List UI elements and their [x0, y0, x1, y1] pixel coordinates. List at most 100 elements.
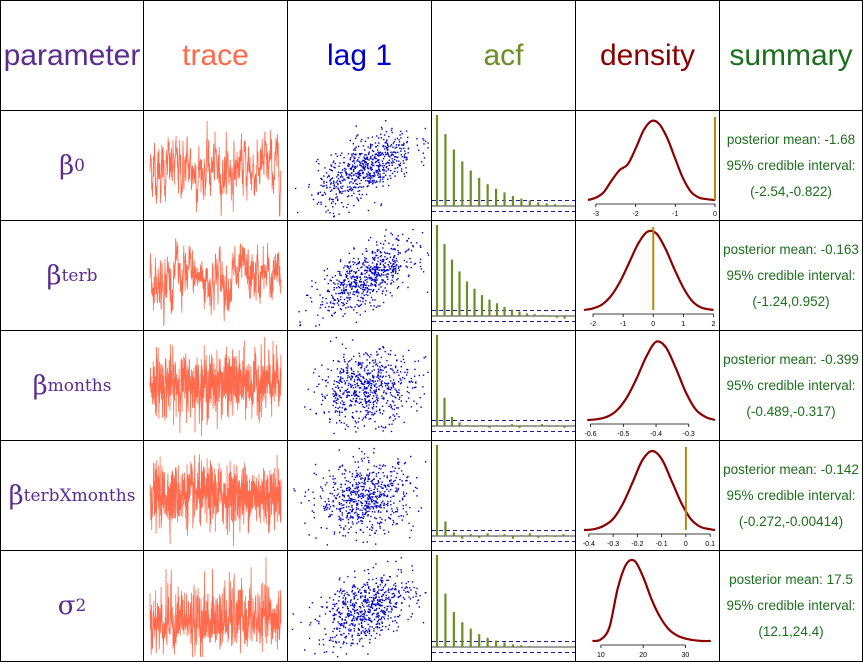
lag-point: [379, 173, 381, 175]
lag-point: [427, 142, 429, 144]
lag-point: [372, 578, 374, 581]
lag-point: [329, 179, 332, 181]
lag-point: [338, 213, 340, 215]
lag-point: [365, 293, 367, 296]
lag-point: [369, 166, 372, 168]
lag-point: [334, 603, 336, 606]
lag-point: [338, 630, 341, 632]
lag-point: [370, 283, 373, 285]
lag-point: [326, 508, 328, 511]
lag-point: [325, 379, 328, 381]
lag-point: [373, 201, 376, 204]
lag-point: [365, 599, 368, 602]
lag-point: [344, 636, 346, 639]
lag-point: [384, 519, 386, 521]
lag-point: [339, 509, 341, 511]
lag-point: [377, 619, 380, 622]
lag-point: [367, 266, 369, 269]
lag-point: [374, 495, 377, 498]
lag-point: [390, 389, 392, 391]
lag-point: [387, 400, 389, 402]
lag-point: [378, 607, 380, 609]
lag-point: [308, 183, 310, 186]
lag-point: [299, 324, 302, 326]
lag-point: [319, 495, 322, 497]
lag-point: [358, 517, 360, 519]
lag-point: [371, 277, 373, 280]
lag-point: [379, 584, 382, 586]
lag-point: [392, 276, 394, 279]
lag-point: [347, 361, 350, 363]
lag-point: [359, 592, 362, 594]
lag-point: [372, 267, 374, 269]
lag-point: [341, 592, 343, 594]
lag-point: [360, 380, 362, 382]
lag-point: [405, 582, 407, 585]
lag-point: [376, 244, 378, 246]
lag-point: [348, 495, 350, 497]
lag-point: [353, 247, 355, 249]
lag-point: [377, 397, 379, 399]
lag-point: [396, 511, 398, 513]
lag-point: [369, 168, 372, 170]
lag-point: [351, 473, 354, 475]
lag-point: [397, 156, 399, 158]
lag-point: [332, 200, 334, 203]
lag-point: [377, 144, 379, 147]
lag-point: [383, 155, 386, 158]
lag-point: [298, 311, 300, 313]
lag-point: [343, 298, 346, 301]
lag-point: [321, 194, 323, 196]
lag-point: [369, 269, 371, 271]
lag-point: [381, 169, 384, 171]
lag-point: [338, 468, 340, 471]
lag-point: [354, 186, 357, 189]
lag-point: [393, 263, 395, 265]
lag-point: [344, 383, 346, 385]
lag-point: [408, 237, 410, 240]
lag-point: [329, 418, 331, 420]
lag-point: [357, 198, 359, 200]
lag-point: [387, 269, 390, 271]
lag-point: [325, 505, 327, 508]
density-panel-sigma2: 10 20 30: [576, 551, 720, 662]
lag-point: [335, 392, 337, 394]
lag-point: [346, 372, 349, 374]
lag-point: [381, 279, 383, 281]
lag-point: [329, 301, 332, 303]
lag-point: [403, 259, 406, 262]
lag-point: [350, 498, 352, 500]
lag-point: [371, 150, 374, 152]
density-tick-label: 20: [639, 652, 647, 659]
lag-point: [358, 262, 361, 264]
lag-point: [375, 277, 378, 279]
lag-point: [345, 501, 348, 504]
lag-point: [364, 406, 366, 409]
lag-point: [356, 289, 359, 291]
lag-point: [355, 154, 357, 156]
lag-point: [397, 253, 399, 256]
lag-point: [372, 279, 375, 281]
lag-point: [341, 464, 344, 466]
lag-point: [353, 491, 355, 493]
lag-point: [326, 274, 328, 277]
lag-point: [369, 401, 372, 404]
lag-point: [357, 200, 360, 202]
lag-point: [351, 415, 353, 418]
lag-point: [363, 289, 365, 291]
lag-point: [404, 251, 406, 253]
lag-point: [397, 407, 399, 409]
lag-point: [366, 291, 368, 293]
lag-point: [369, 520, 371, 523]
lag-point: [408, 380, 410, 383]
lag-point: [383, 391, 385, 394]
lag-point: [335, 381, 338, 383]
lag-point: [344, 622, 346, 624]
lag-point: [351, 189, 353, 192]
lag-point: [356, 291, 358, 294]
lag-point: [376, 626, 379, 628]
lag-point: [338, 600, 340, 602]
lag-point: [395, 397, 397, 399]
lag-point: [400, 470, 403, 472]
lag-point: [397, 394, 399, 396]
